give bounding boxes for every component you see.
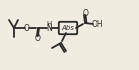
FancyBboxPatch shape xyxy=(59,22,77,34)
Text: H: H xyxy=(46,21,52,27)
Text: N: N xyxy=(46,24,52,32)
Text: O: O xyxy=(24,24,30,32)
Text: Abs: Abs xyxy=(62,25,75,31)
Text: O: O xyxy=(35,34,41,42)
Text: OH: OH xyxy=(91,20,103,28)
Text: O: O xyxy=(83,8,88,18)
